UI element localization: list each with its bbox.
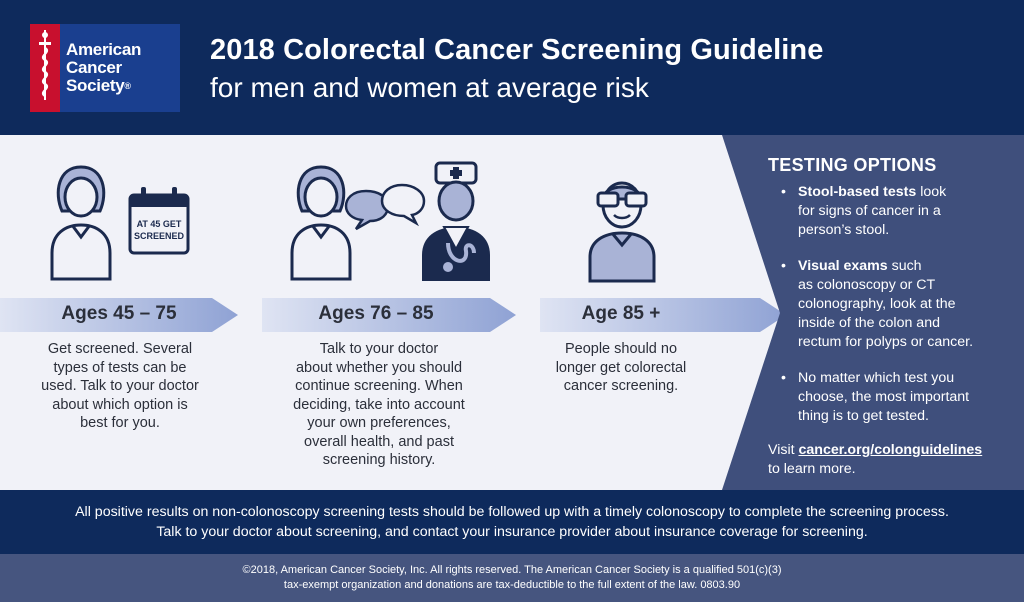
doctor-icon (422, 161, 490, 281)
calendar-icon: AT 45 GET SCREENED (128, 187, 190, 255)
stage-1-desc: Get screened. Several types of tests can… (41, 341, 199, 431)
stage-band-2 (262, 298, 516, 332)
calendar-line-1: AT 45 GET (137, 219, 182, 229)
page-subtitle: for men and women at average risk (210, 72, 649, 103)
list-item: Visual exams such as colonoscopy or CT c… (778, 257, 1010, 352)
logo-wordmark: American Cancer Society® (66, 40, 142, 95)
stage-2-desc: Talk to your doctor about whether you sh… (293, 341, 465, 468)
testing-options-list: Stool-based tests look for signs of canc… (778, 183, 1010, 443)
guidelines-link[interactable]: cancer.org/colonguidelines (798, 442, 983, 458)
followup-note: All positive results on non-colonoscopy … (0, 490, 1024, 554)
stage-band-1 (0, 298, 238, 332)
list-item: Stool-based tests look for signs of canc… (778, 183, 1010, 240)
sword-icon (39, 30, 51, 100)
stage-2-age: Ages 76 – 85 (318, 303, 434, 324)
visit-text: Visit cancer.org/colonguidelines to lear… (768, 442, 983, 477)
page-title: 2018 Colorectal Cancer Screening Guideli… (210, 34, 824, 66)
woman-patient-icon (290, 165, 352, 281)
stage-1-age: Ages 45 – 75 (61, 303, 177, 324)
testing-options-title: TESTING OPTIONS (768, 155, 937, 175)
main-content: AT 45 GET SCREENED Ages 45 – 75 Get sc (0, 135, 1024, 490)
stage-band-3 (540, 298, 786, 332)
older-man-icon (588, 181, 656, 283)
list-item: No matter which test you choose, the mos… (778, 369, 1010, 426)
calendar-line-2: SCREENED (134, 231, 185, 241)
acs-logo[interactable]: American Cancer Society® (30, 24, 180, 112)
woman-icon (50, 165, 112, 281)
stage-3-desc: People should no longer get colorectal c… (555, 341, 687, 394)
speech-bubbles-icon (344, 183, 426, 231)
stage-3-age: Age 85 + (581, 303, 661, 324)
copyright-notice: ©2018, American Cancer Society, Inc. All… (0, 554, 1024, 602)
header: American Cancer Society® 2018 Colorectal… (0, 0, 1024, 135)
